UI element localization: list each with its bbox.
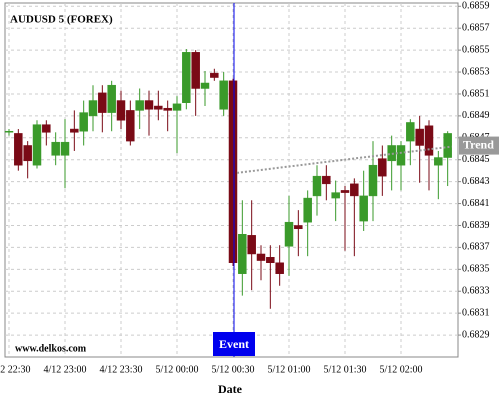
event-label: Event — [219, 337, 249, 351]
candle-body — [322, 175, 331, 185]
candle-body — [378, 158, 387, 177]
candle-body — [275, 262, 284, 274]
candle-body — [340, 190, 350, 193]
y-tick-label: 0.6833 — [462, 286, 490, 297]
candle-body — [172, 103, 182, 111]
candle-body — [312, 175, 322, 197]
candle-body — [415, 128, 424, 146]
candle-body — [23, 145, 32, 162]
candle-body — [154, 105, 163, 110]
y-tick-label: 0.6837 — [462, 242, 490, 253]
chart-title: AUDUSD 5 (FOREX) — [10, 14, 113, 26]
candle-body — [368, 164, 378, 197]
candle-body — [60, 141, 70, 156]
event-label-box — [213, 332, 255, 356]
x-tick-label: 4/12 23:30 — [99, 364, 142, 375]
x-tick-label: 4/12 23:00 — [43, 364, 86, 375]
y-tick-label: 0.6859 — [462, 1, 490, 12]
y-tick-label: 0.6839 — [462, 220, 490, 231]
candle-body — [247, 235, 256, 255]
x-axis-label: Date — [218, 382, 243, 396]
x-tick-label: 5/12 00:30 — [211, 364, 254, 375]
candle-body — [238, 234, 247, 274]
x-tick-label: 5/12 01:30 — [323, 364, 366, 375]
candle-body — [182, 52, 191, 103]
y-tick-label: 0.6849 — [462, 110, 490, 121]
candle-body — [107, 84, 116, 113]
candle-body — [98, 92, 107, 113]
candle-body — [396, 145, 406, 166]
y-tick-label: 0.6831 — [462, 307, 490, 318]
candle-body — [79, 112, 88, 132]
y-tick-label: 0.6855 — [462, 44, 490, 55]
candle-body — [387, 145, 396, 162]
candle-body — [32, 124, 42, 166]
y-tick-label: 0.6829 — [462, 329, 490, 340]
candle-body — [116, 100, 126, 121]
candle-body — [210, 72, 219, 78]
candle-body — [70, 128, 79, 133]
candle-body — [434, 157, 443, 166]
candle-body — [4, 130, 14, 133]
candle-body — [331, 192, 340, 199]
candle-body — [284, 221, 294, 247]
candle-body — [228, 80, 238, 263]
candle-body — [200, 82, 210, 89]
candle-body — [443, 133, 452, 158]
y-tick-label: 0.6857 — [462, 23, 490, 34]
x-tick-label: 5/12 00:00 — [155, 364, 198, 375]
watermark: www.delkos.com — [15, 343, 87, 354]
x-tick-label: 4/12 22:30 — [0, 364, 31, 375]
candle-body — [406, 122, 415, 142]
y-tick-label: 0.6835 — [462, 264, 490, 275]
candle-body — [303, 197, 312, 223]
x-tick-label: 5/12 02:00 — [379, 364, 422, 375]
trend-label: Trend — [463, 137, 494, 151]
candle-body — [359, 195, 368, 222]
candle-body — [191, 52, 200, 89]
y-tick-label: 0.6841 — [462, 198, 490, 209]
y-tick-label: 0.6851 — [462, 88, 490, 99]
candle-body — [88, 100, 98, 117]
candle-body — [424, 125, 434, 156]
y-tick-label: 0.6843 — [462, 176, 490, 187]
y-tick-label: 0.6845 — [462, 154, 490, 165]
candle-body — [14, 133, 23, 166]
candle-body — [266, 257, 275, 263]
candle-body — [42, 124, 51, 133]
trend-label-box — [459, 136, 499, 155]
candle-body — [163, 107, 172, 111]
candle-body — [294, 225, 303, 230]
candle-body — [256, 253, 266, 261]
candle-body — [144, 100, 154, 110]
trend-line — [236, 145, 452, 174]
candle-body — [135, 100, 144, 111]
candle-body — [126, 110, 135, 142]
x-tick-label: 5/12 01:00 — [267, 364, 310, 375]
candle-body — [350, 183, 359, 197]
candle-body — [219, 80, 228, 110]
y-tick-label: 0.6853 — [462, 66, 490, 77]
candle-body — [51, 141, 60, 156]
